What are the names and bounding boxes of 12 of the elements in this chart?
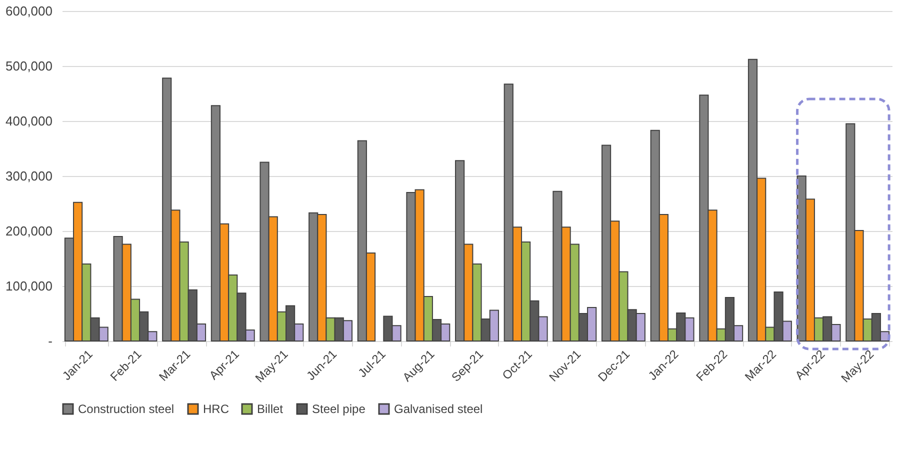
legend-label: Construction steel bbox=[78, 402, 174, 416]
y-tick-label: 400,000 bbox=[6, 114, 52, 128]
legend-label: Steel pipe bbox=[312, 402, 366, 416]
legend-label: Billet bbox=[257, 402, 284, 416]
legend-label: HRC bbox=[203, 402, 230, 416]
y-tick-label: 600,000 bbox=[6, 4, 52, 18]
y-tick-label: - bbox=[48, 334, 52, 348]
y-tick-label: 300,000 bbox=[6, 168, 52, 184]
y-tick-label: 200,000 bbox=[6, 224, 52, 238]
y-tick-label: 100,000 bbox=[6, 278, 52, 294]
y-tick-label: 500,000 bbox=[6, 58, 52, 74]
legend-label: Galvanised steel bbox=[394, 402, 483, 416]
